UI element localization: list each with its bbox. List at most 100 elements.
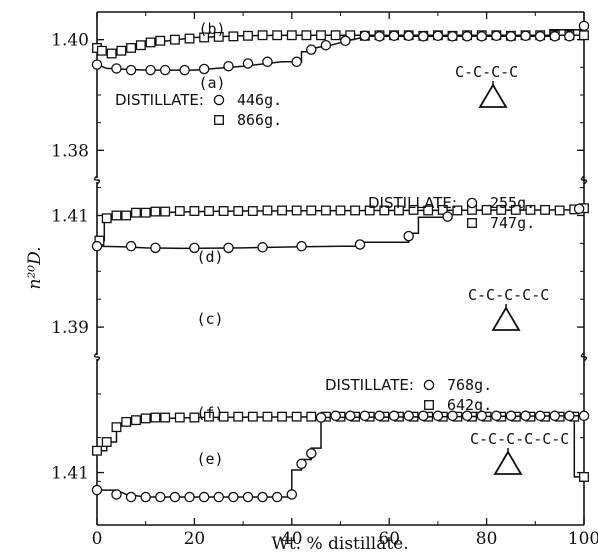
data-point-square (131, 415, 141, 426)
data-point-square (306, 205, 317, 216)
series-label: (a) (198, 74, 225, 92)
data-point-circle (403, 410, 414, 422)
data-point-square (218, 206, 229, 216)
series-label: (f) (196, 404, 223, 422)
data-point-square (204, 411, 214, 422)
data-point-circle (306, 448, 317, 459)
data-point-square (579, 30, 589, 41)
data-point-circle (315, 412, 327, 423)
data-point-square (496, 204, 507, 215)
legend-entry-label: 768g. (447, 376, 492, 394)
legend: DISTILLATE: 255g. 747g. (368, 194, 535, 232)
data-point-circle (354, 239, 366, 250)
data-point-square (111, 210, 122, 221)
structure-annotation: C-C-C-C-C-C (470, 430, 569, 475)
axis-break-mark (580, 175, 588, 185)
data-point-square (423, 205, 434, 216)
data-point-circle (505, 31, 517, 42)
structure-formula: C-C-C-C-C-C (470, 430, 569, 448)
data-point-square (379, 205, 390, 216)
data-point-circle (359, 410, 371, 422)
data-point-square (140, 413, 151, 424)
data-point-circle (228, 491, 239, 503)
data-point-circle (344, 410, 356, 422)
data-point-circle (125, 64, 137, 76)
legend-title: DISTILLATE: (115, 91, 204, 109)
data-point-square (169, 34, 180, 45)
data-point-square (554, 205, 565, 216)
legend-title: DISTILLATE: (325, 376, 414, 394)
data-point-circle (374, 410, 385, 422)
data-point-circle (423, 379, 435, 391)
data-point-circle (578, 410, 590, 422)
data-point-circle (125, 240, 137, 252)
data-point-square (184, 33, 195, 44)
data-point-circle (213, 491, 224, 503)
data-point-square (335, 205, 346, 216)
structure-formula: C-C-C-C-C (468, 286, 549, 304)
data-point-circle (359, 30, 371, 42)
data-point-square (306, 411, 317, 422)
data-point-square (140, 207, 151, 218)
data-point-square (126, 43, 137, 53)
series-c: (c) (91, 203, 585, 328)
data-point-circle (432, 410, 444, 422)
data-point-square (262, 411, 273, 422)
y-axis-label: n²⁰D. (25, 246, 45, 289)
data-point-square (316, 30, 326, 41)
data-point-circle (213, 94, 225, 106)
data-point-circle (179, 64, 190, 76)
data-point-square (525, 204, 536, 215)
data-point-square (233, 411, 244, 422)
structure-annotation: C-C-C-C (455, 63, 518, 108)
y-tick-label: 1.40 (51, 31, 89, 51)
data-point-square (247, 411, 258, 422)
data-point-circle (169, 491, 181, 503)
data-point-circle (159, 64, 171, 76)
legend-entry-label: 642g. (447, 396, 492, 414)
legend-entry-label: 255g. (490, 194, 535, 212)
data-point-circle (442, 211, 453, 222)
x-tick-label: 20 (184, 529, 206, 549)
x-axis-label: Wt. % distillate. (271, 534, 408, 553)
data-point-circle (198, 491, 210, 503)
data-point-circle (418, 410, 429, 422)
cyclopropyl-ring-icon (493, 450, 523, 475)
series-line (96, 216, 448, 250)
data-point-circle (403, 230, 414, 242)
data-point-circle (549, 31, 561, 42)
data-point-square (320, 205, 331, 216)
data-point-circle (257, 242, 268, 253)
data-point-square (301, 30, 312, 41)
data-point-circle (461, 31, 473, 42)
x-axis: 0 20 40 60 80 100 (92, 12, 598, 549)
x-tick-label: 100 (568, 529, 598, 549)
legend-title: DISTILLATE: (368, 194, 457, 212)
data-point-square (540, 204, 550, 215)
data-point-circle (466, 197, 478, 209)
data-point-square (228, 31, 239, 42)
data-point-circle (578, 20, 590, 32)
y-tick-label: 1.39 (51, 318, 89, 338)
data-point-circle (340, 35, 351, 47)
data-point-circle (549, 410, 561, 422)
data-point-circle (520, 410, 531, 422)
y-tick-label: 1.41 (51, 464, 89, 484)
legend-entry-label: 747g. (490, 214, 535, 232)
data-point-square (189, 412, 200, 423)
axis-break-mark (580, 352, 588, 362)
data-point-circle (111, 489, 122, 500)
data-point-circle (296, 240, 307, 252)
data-point-circle (388, 30, 400, 42)
data-point-square (135, 40, 146, 51)
data-point-square (150, 206, 161, 217)
data-point-circle (534, 410, 546, 422)
data-point-square (350, 205, 361, 216)
series-label: (e) (196, 450, 223, 468)
data-point-circle (296, 458, 307, 470)
data-point-square (452, 205, 463, 216)
data-point-circle (242, 491, 254, 503)
x-tick-label: 60 (378, 529, 400, 549)
data-point-square (131, 207, 141, 218)
data-point-circle (564, 31, 575, 42)
